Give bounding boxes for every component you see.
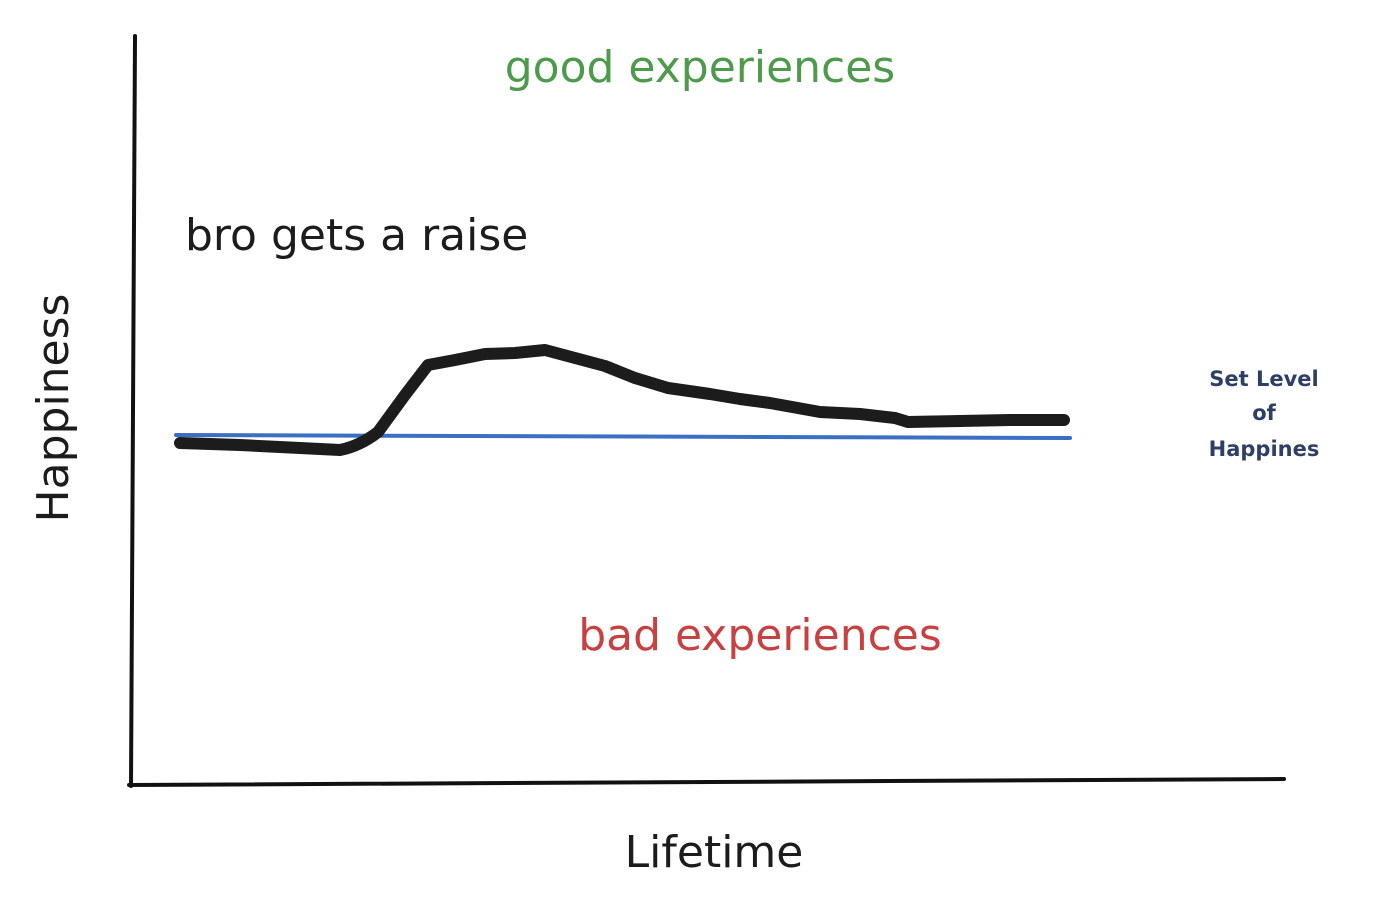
set-level-label: of xyxy=(1252,401,1276,425)
set-level-line xyxy=(174,433,1072,440)
event-label: bro gets a raise xyxy=(185,210,528,261)
good-experiences-label: good experiences xyxy=(505,42,895,93)
x-axis-label: Lifetime xyxy=(625,827,804,878)
set-level-label: Happines xyxy=(1209,437,1320,461)
y-axis-label: Happiness xyxy=(28,294,79,523)
bad-experiences-label: bad experiences xyxy=(578,610,942,661)
set-level-label: Set Level xyxy=(1209,367,1318,391)
happiness-curve xyxy=(174,344,1070,456)
x-axis xyxy=(127,777,1286,787)
y-axis xyxy=(129,34,137,788)
